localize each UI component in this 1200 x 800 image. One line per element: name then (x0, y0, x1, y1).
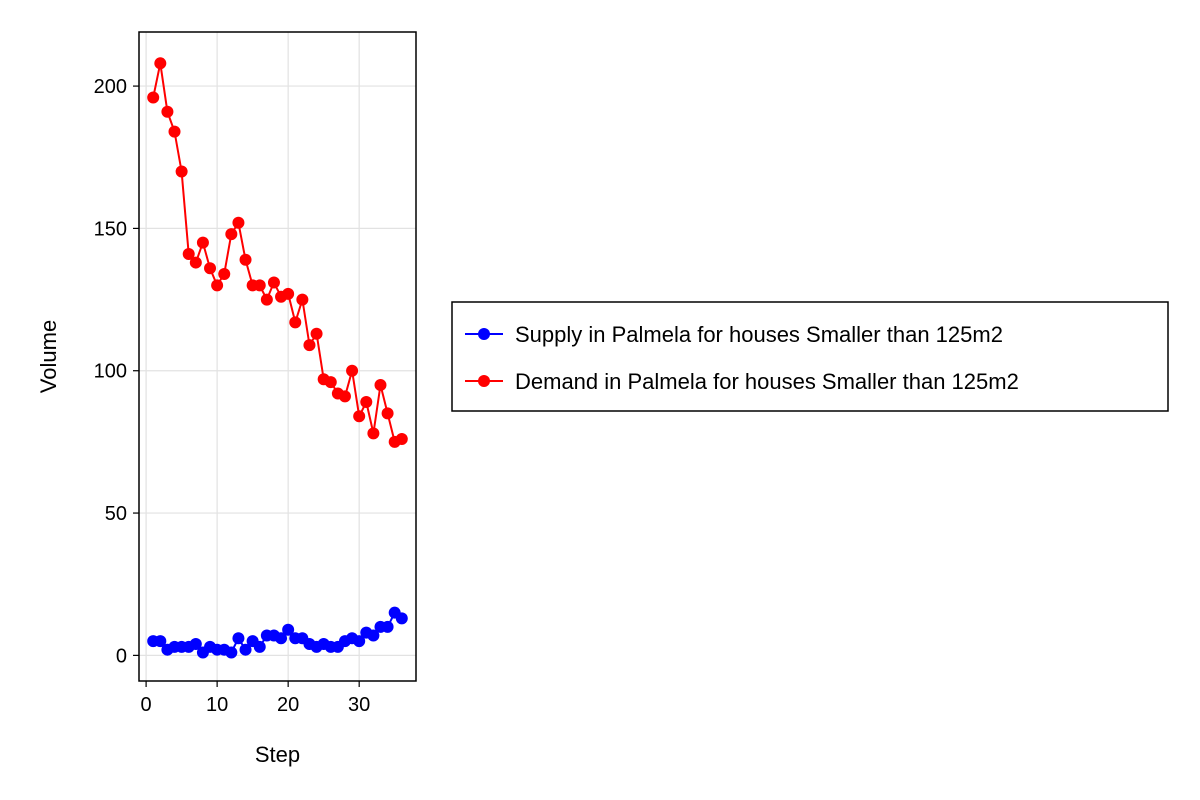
data-point-demand (225, 228, 238, 241)
data-point-supply (282, 623, 295, 636)
x-axis-label: Step (255, 742, 300, 767)
x-tick-label: 20 (277, 694, 299, 716)
data-point-demand (267, 276, 280, 289)
data-point-demand (296, 293, 309, 306)
data-point-demand (147, 91, 160, 104)
data-point-supply (232, 632, 245, 645)
data-point-demand (253, 279, 266, 292)
data-point-supply (239, 643, 252, 656)
data-point-demand (310, 327, 323, 340)
series-layer (147, 57, 408, 659)
y-tick-label: 200 (94, 76, 127, 98)
legend-item-demand: Demand in Palmela for houses Smaller tha… (465, 369, 1019, 394)
y-tick-label: 100 (94, 361, 127, 383)
legend-label-supply: Supply in Palmela for houses Smaller tha… (515, 322, 1003, 347)
data-point-demand (324, 376, 337, 389)
data-point-supply (154, 635, 167, 648)
y-tick-label: 0 (116, 645, 127, 667)
data-point-demand (289, 316, 302, 329)
data-point-supply (395, 612, 408, 625)
legend-label-demand: Demand in Palmela for houses Smaller tha… (515, 369, 1019, 394)
data-point-demand (360, 396, 373, 409)
data-point-demand (175, 165, 188, 178)
data-point-demand (204, 262, 217, 275)
data-point-demand (367, 427, 380, 440)
data-point-demand (168, 125, 181, 138)
data-point-supply (353, 635, 366, 648)
data-point-demand (154, 57, 167, 70)
legend: Supply in Palmela for houses Smaller tha… (451, 301, 1169, 412)
plot-frame (138, 31, 417, 682)
data-point-demand (218, 267, 231, 280)
legend-marker-demand (478, 375, 490, 387)
data-point-demand (161, 105, 174, 118)
data-point-demand (182, 248, 195, 261)
y-tick-label: 50 (105, 503, 127, 525)
data-point-demand (239, 253, 252, 266)
legend-item-supply: Supply in Palmela for houses Smaller tha… (465, 322, 1003, 347)
data-point-demand (211, 279, 224, 292)
data-point-demand (282, 287, 295, 300)
data-point-demand (196, 236, 209, 249)
data-point-demand (338, 390, 351, 403)
data-point-demand (395, 433, 408, 446)
grid-lines (139, 32, 416, 681)
data-point-demand (232, 216, 245, 229)
y-tick-label: 150 (94, 218, 127, 240)
data-point-supply (253, 640, 266, 653)
data-point-demand (353, 410, 366, 423)
data-point-supply (225, 646, 238, 659)
data-point-supply (275, 632, 288, 645)
x-tick-label: 10 (206, 694, 228, 716)
y-axis-label: Volume (36, 320, 61, 393)
data-point-demand (346, 364, 359, 377)
data-point-demand (303, 339, 316, 352)
x-tick-label: 0 (141, 694, 152, 716)
data-point-demand (260, 293, 273, 306)
legend-box (451, 301, 1169, 412)
data-point-supply (367, 629, 380, 642)
data-point-supply (381, 620, 394, 633)
axis-ticks: 0 10 20 30 0 50 100 150 200 (94, 76, 371, 716)
x-tick-label: 30 (348, 694, 370, 716)
legend-marker-supply (478, 328, 490, 340)
data-point-supply (189, 637, 202, 650)
data-point-demand (374, 378, 387, 391)
data-point-demand (189, 256, 202, 269)
data-point-demand (381, 407, 394, 420)
